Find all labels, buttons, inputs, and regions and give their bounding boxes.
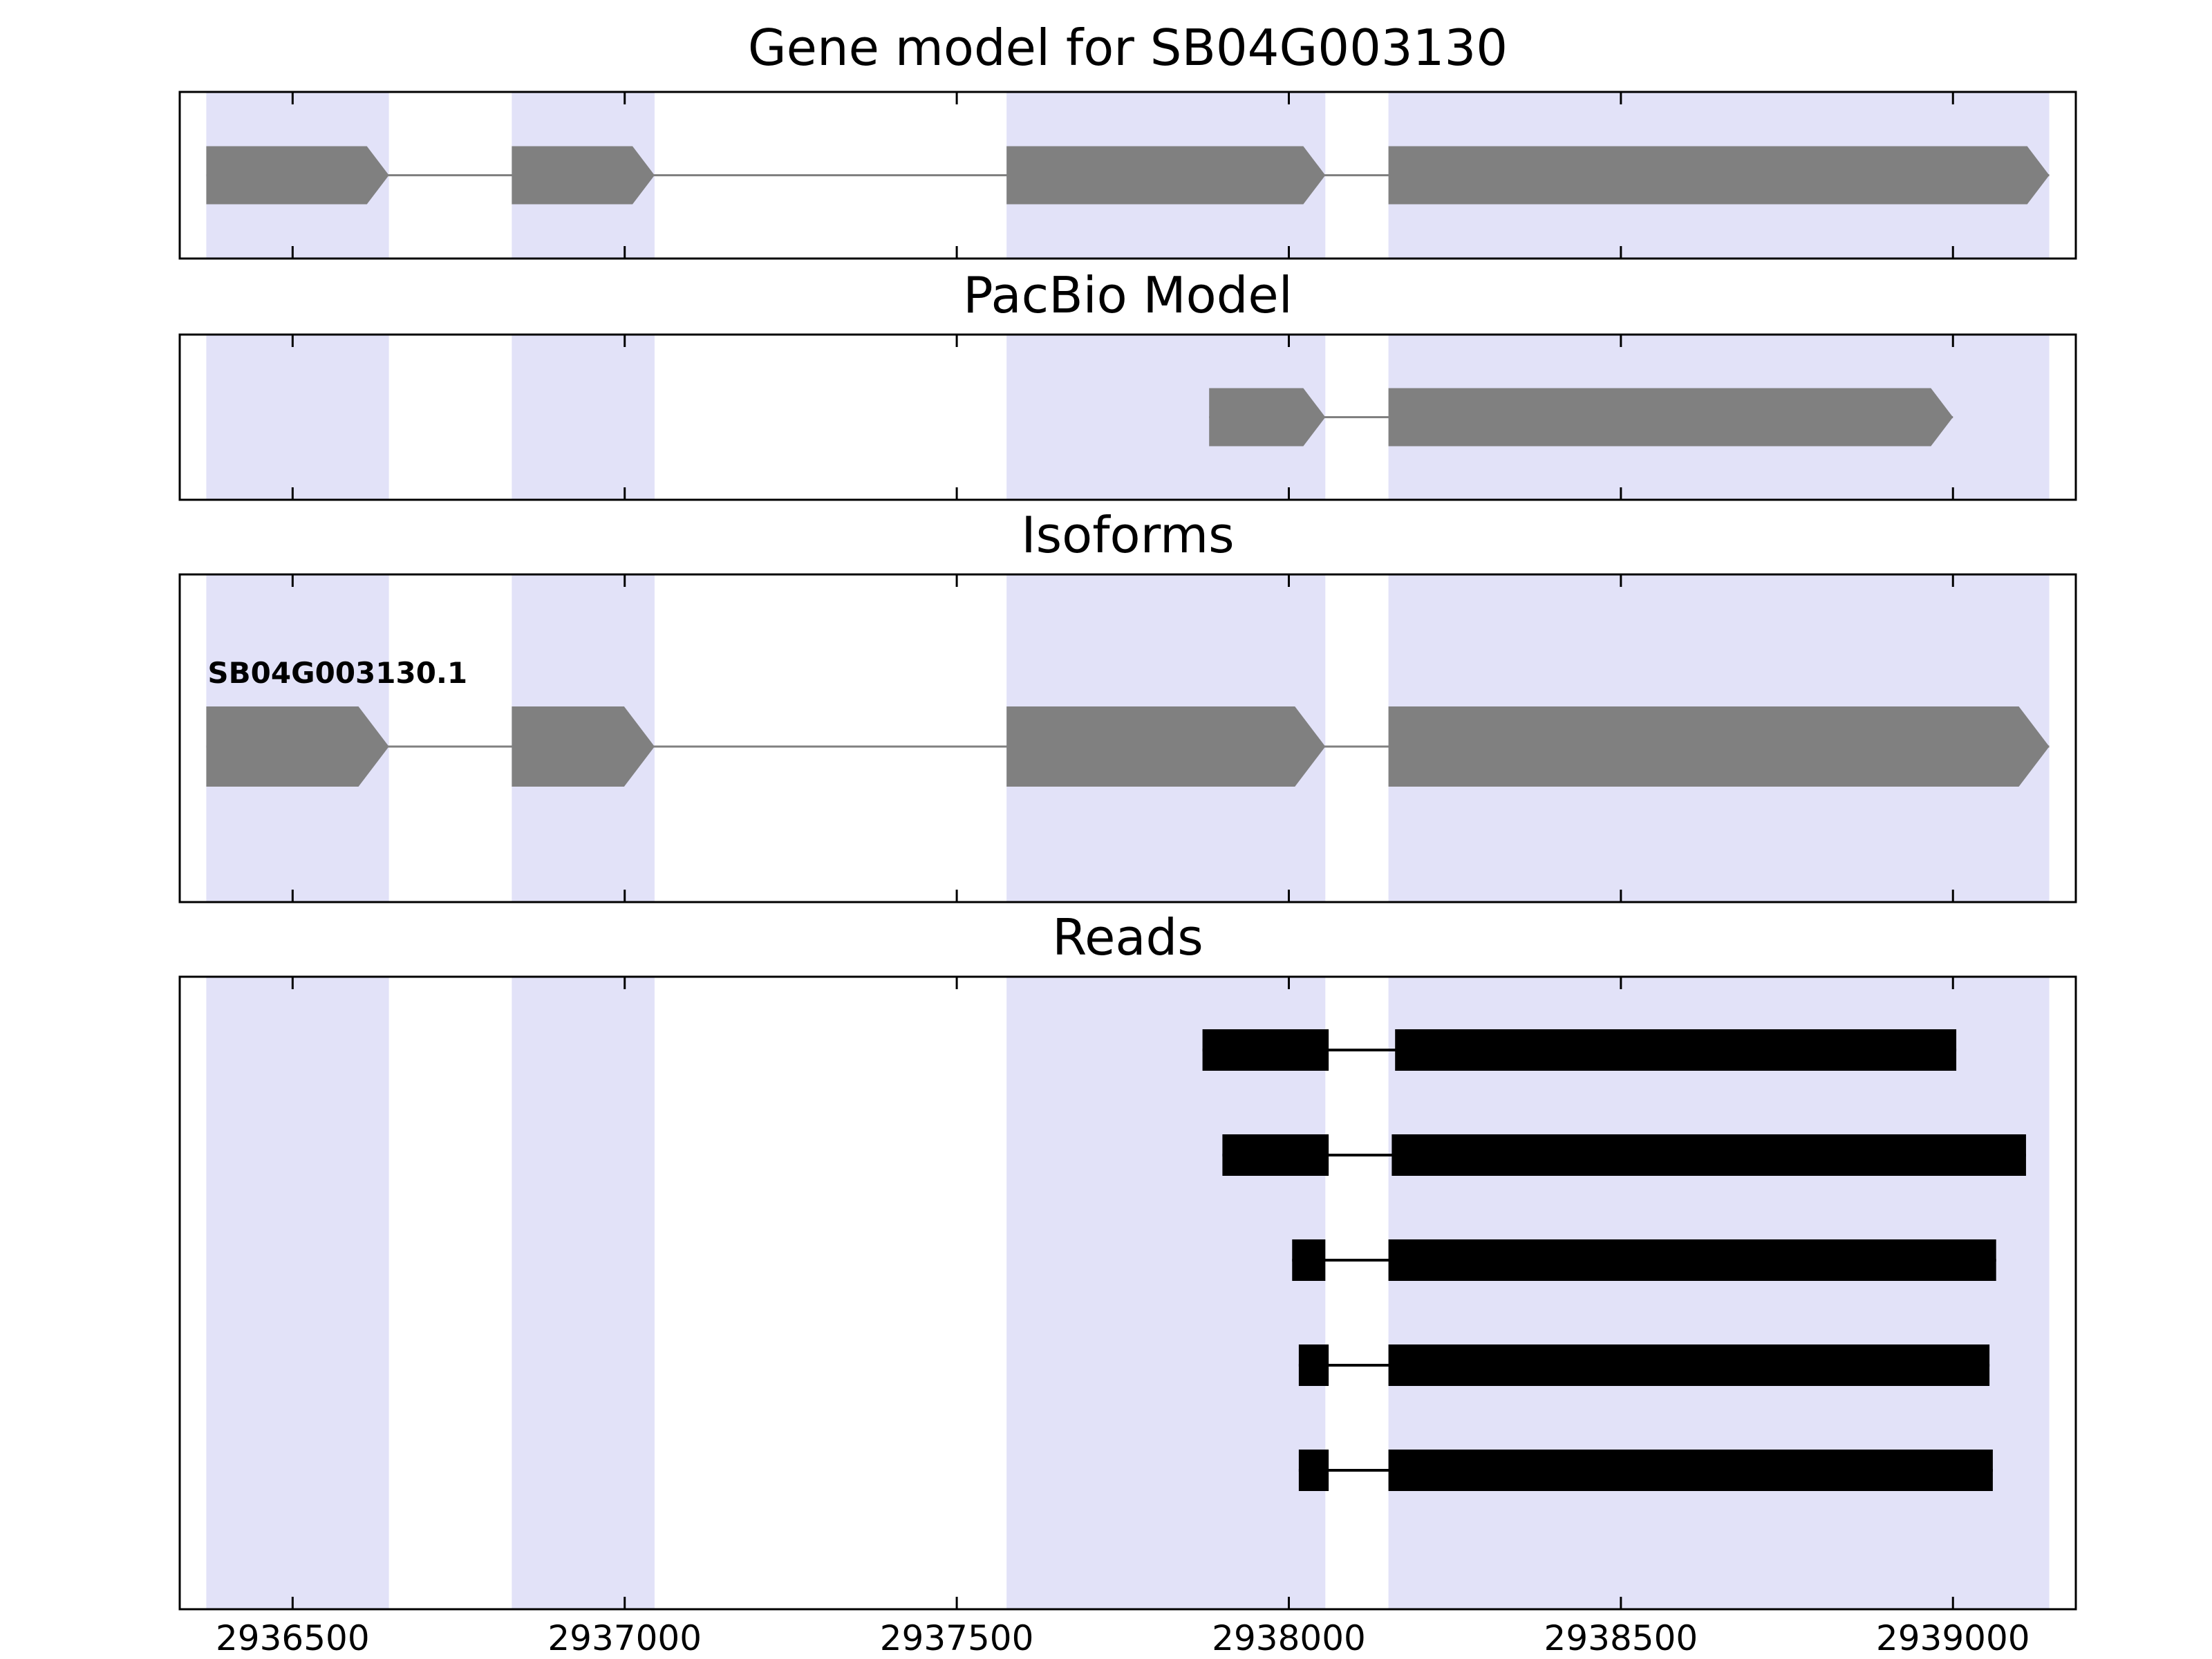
exon-highlight-band bbox=[512, 977, 655, 1609]
read-block bbox=[1388, 1450, 1993, 1491]
x-axis-tick-label: 2938500 bbox=[1544, 1618, 1698, 1658]
gene-model-track-title: Gene model for SB04G003130 bbox=[747, 19, 1508, 77]
read-block bbox=[1388, 1344, 1990, 1386]
exon-highlight-band bbox=[1006, 977, 1326, 1609]
exon-arrow-block bbox=[206, 706, 389, 787]
reads-track-title: Reads bbox=[1052, 908, 1203, 966]
read-block bbox=[1222, 1134, 1329, 1176]
read-block bbox=[1298, 1450, 1329, 1491]
panel-border bbox=[178, 975, 2077, 1611]
exon-arrow-block bbox=[1388, 388, 1953, 447]
panel-border bbox=[178, 91, 2077, 260]
panel-border bbox=[178, 573, 2077, 903]
exon-arrow-block bbox=[512, 146, 655, 205]
x-axis-tick-label: 2939000 bbox=[1876, 1618, 2030, 1658]
read-block bbox=[1292, 1239, 1326, 1281]
exon-highlight-band bbox=[206, 977, 389, 1609]
track-gene_model bbox=[178, 91, 2077, 260]
x-axis-tick-label: 2937500 bbox=[880, 1618, 1034, 1658]
panel-border bbox=[178, 333, 2077, 501]
track-reads bbox=[178, 975, 2077, 1611]
isoform-label: SB04G003130.1 bbox=[207, 656, 467, 690]
x-axis-tick-label: 2936500 bbox=[216, 1618, 370, 1658]
exon-arrow-block bbox=[512, 706, 655, 787]
exon-highlight-band bbox=[206, 335, 389, 500]
x-axis-tick-label: 2937000 bbox=[547, 1618, 702, 1658]
read-block bbox=[1395, 1029, 1957, 1071]
track-isoforms: SB04G003130.1 bbox=[178, 573, 2077, 903]
read-block bbox=[1202, 1029, 1329, 1071]
exon-arrow-block bbox=[1388, 146, 2050, 205]
exon-arrow-block bbox=[1388, 706, 2050, 787]
pacbio-model-track-title: PacBio Model bbox=[963, 266, 1293, 324]
exon-highlight-band bbox=[512, 335, 655, 500]
exon-arrow-block bbox=[1006, 706, 1326, 787]
isoforms-track-title: Isoforms bbox=[1021, 506, 1235, 564]
read-block bbox=[1298, 1344, 1329, 1386]
exon-arrow-block bbox=[1006, 146, 1326, 205]
track-pacbio_model bbox=[178, 333, 2077, 501]
read-block bbox=[1388, 1239, 1996, 1281]
exon-arrow-block bbox=[206, 146, 389, 205]
read-block bbox=[1391, 1134, 2026, 1176]
exon-highlight-band bbox=[1388, 977, 2050, 1609]
exon-arrow-block bbox=[1209, 388, 1326, 447]
x-axis-tick-label: 2938000 bbox=[1212, 1618, 1366, 1658]
